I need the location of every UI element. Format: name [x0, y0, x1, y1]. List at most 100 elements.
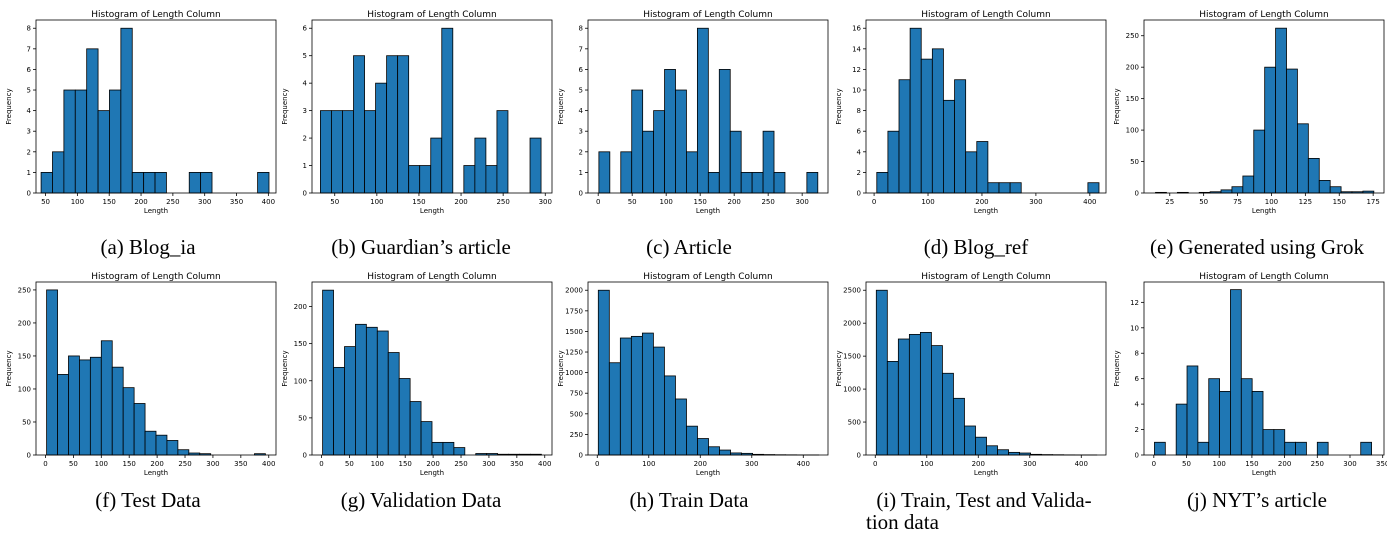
- x-tick-label: 300: [1343, 460, 1356, 468]
- subfigure-caption: (b) Guardian’s article: [286, 236, 556, 258]
- histogram-bar: [752, 172, 763, 193]
- histogram-bar: [387, 56, 398, 193]
- y-tick-label: 3: [579, 128, 583, 136]
- histogram-bar: [41, 172, 52, 193]
- chart-title: Histogram of Length Column: [367, 272, 496, 282]
- histogram-bar: [421, 422, 432, 455]
- histogram-bar: [665, 69, 676, 193]
- x-axis-label: Length: [696, 207, 720, 215]
- x-tick-label: 100: [1213, 460, 1226, 468]
- histogram-bar: [942, 373, 953, 455]
- histogram-bar: [654, 111, 665, 193]
- x-tick-label: 150: [693, 198, 706, 206]
- y-tick-label: 2000: [565, 287, 583, 295]
- x-tick-label: 250: [761, 198, 774, 206]
- histogram-bar: [47, 290, 58, 455]
- histogram-bar: [955, 80, 966, 193]
- y-tick-label: 2: [27, 148, 31, 156]
- subfigure-caption: (g) Validation Data: [286, 489, 556, 511]
- y-axis-label: Frequency: [281, 88, 289, 124]
- histogram-bar: [112, 367, 123, 455]
- histogram-bar: [998, 450, 1009, 455]
- histogram-bar: [943, 100, 954, 193]
- histogram-bar: [334, 367, 345, 455]
- x-axis-label: Length: [144, 207, 168, 215]
- histogram-bar: [79, 360, 90, 455]
- x-tick-label: 300: [745, 460, 758, 468]
- y-axis-label: Frequency: [281, 350, 289, 386]
- y-tick-label: 0: [1135, 190, 1139, 198]
- y-tick-label: 500: [570, 410, 583, 418]
- x-axis-label: Length: [1252, 207, 1276, 215]
- histogram-bar: [454, 448, 465, 455]
- histogram-bar: [643, 131, 654, 193]
- histogram-bar: [1154, 442, 1165, 455]
- histogram-bar: [58, 374, 69, 455]
- x-tick-label: 300: [198, 198, 211, 206]
- x-tick-label: 300: [539, 198, 552, 206]
- y-tick-label: 200: [1126, 64, 1139, 72]
- y-tick-label: 8: [1135, 350, 1139, 358]
- histogram-bar: [144, 172, 155, 193]
- histogram-bar: [1319, 180, 1330, 193]
- y-axis-label: Frequency: [1113, 88, 1121, 124]
- x-tick-label: 100: [659, 198, 672, 206]
- histogram-bar: [201, 172, 212, 193]
- y-tick-label: 0: [27, 190, 31, 198]
- histogram-bar: [1221, 190, 1232, 193]
- y-tick-label: 1250: [565, 349, 583, 357]
- histogram-bar: [1265, 67, 1276, 193]
- chart-title: Histogram of Length Column: [643, 272, 772, 282]
- histogram-bar: [1252, 391, 1263, 455]
- histogram-bar: [664, 376, 675, 455]
- histogram-bar: [609, 363, 620, 455]
- histogram-bar: [344, 347, 355, 455]
- y-tick-label: 10: [1130, 324, 1139, 332]
- histogram-bar: [887, 361, 898, 455]
- y-tick-label: 1000: [565, 369, 583, 377]
- x-tick-label: 100: [370, 198, 383, 206]
- y-tick-label: 8: [579, 25, 583, 33]
- histogram-bar: [1308, 158, 1319, 193]
- histogram-bar: [431, 138, 442, 193]
- histogram-bar: [1263, 430, 1274, 455]
- histogram-bar: [632, 90, 643, 193]
- y-tick-label: 250: [1126, 32, 1139, 40]
- y-tick-label: 250: [18, 286, 31, 294]
- x-tick-label: 150: [1245, 460, 1258, 468]
- x-axis-label: Length: [420, 469, 444, 477]
- x-tick-label: 150: [1333, 198, 1346, 206]
- histogram-bar: [977, 142, 988, 193]
- histogram-bar: [399, 379, 410, 455]
- histogram-bar: [964, 426, 975, 455]
- y-axis-label: Frequency: [1113, 350, 1121, 386]
- histogram-bar: [98, 111, 109, 193]
- histogram-bar: [75, 90, 86, 193]
- histogram-bar: [87, 49, 98, 193]
- histogram-bar: [1296, 442, 1307, 455]
- histogram-bar: [920, 332, 931, 455]
- x-tick-label: 100: [921, 198, 934, 206]
- x-tick-label: 100: [71, 198, 84, 206]
- histogram-bar: [442, 28, 453, 193]
- y-tick-label: 0: [579, 452, 583, 460]
- x-axis-label: Length: [696, 469, 720, 477]
- y-tick-label: 1000: [843, 386, 861, 394]
- histogram-bar: [999, 183, 1010, 193]
- y-tick-label: 500: [848, 419, 861, 427]
- y-tick-label: 250: [570, 431, 583, 439]
- subfigure-caption: (c) Article: [554, 236, 824, 258]
- histogram-bar: [709, 447, 720, 455]
- y-tick-label: 5: [27, 87, 31, 95]
- x-tick-label: 400: [262, 460, 275, 468]
- histogram-bar: [697, 439, 708, 455]
- x-tick-label: 350: [234, 460, 247, 468]
- x-tick-label: 200: [694, 460, 707, 468]
- y-tick-label: 1750: [565, 307, 583, 315]
- chart-title: Histogram of Length Column: [921, 272, 1050, 282]
